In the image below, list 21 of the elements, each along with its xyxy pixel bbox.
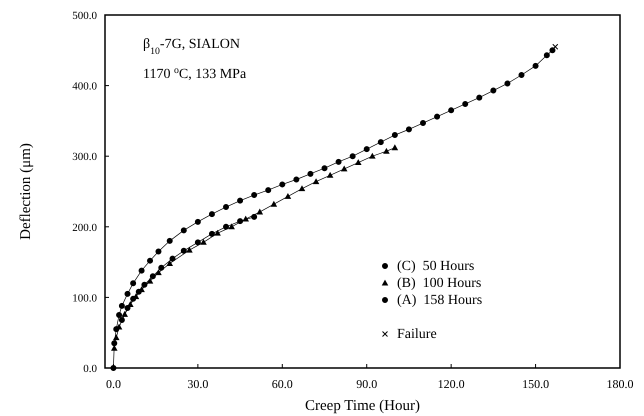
legend-label: (B) 100 Hours — [397, 276, 482, 291]
x-tick-label: 150.0 — [522, 377, 550, 391]
y-tick-label: 200.0 — [72, 222, 98, 234]
y-tick-label: 500.0 — [72, 10, 98, 22]
x-tick-label: 0.0 — [106, 377, 121, 391]
annotation: β$_{10}$-7G, SIALON — [143, 37, 240, 56]
y-tick-label: 400.0 — [72, 80, 98, 93]
x-tick-label: 60.0 — [272, 377, 293, 391]
y-tick-label: 300.0 — [72, 151, 98, 164]
x-tick-label: 180.0 — [606, 377, 634, 391]
y-tick-label: 0.0 — [83, 363, 98, 375]
y-axis-title: Deflection (μm) — [18, 143, 34, 240]
legend-label: (C) 50 Hours — [397, 259, 474, 274]
annotation: 1170 $^{o}$C, 133 MPa — [143, 64, 247, 82]
legend-label: (A) 158 Hours — [397, 293, 482, 308]
x-tick-label: 30.0 — [187, 377, 208, 391]
x-tick-label: 90.0 — [356, 377, 378, 391]
legend-label: Failure — [397, 327, 437, 342]
x-tick-label: 120.0 — [438, 377, 465, 391]
x-axis-title: Creep Time (Hour) — [305, 398, 420, 414]
y-tick-label: 100.0 — [72, 292, 98, 304]
